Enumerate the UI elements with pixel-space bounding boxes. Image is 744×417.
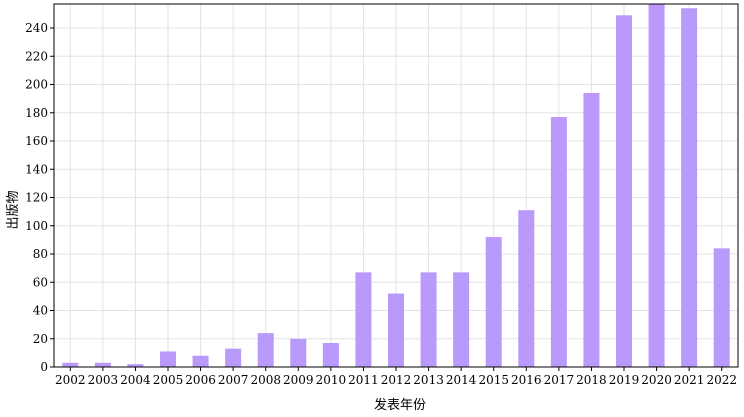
bar-2014: [453, 272, 470, 367]
bar-2012: [388, 293, 404, 367]
x-tick-label: 2003: [88, 373, 119, 387]
x-tick-label: 2010: [316, 373, 347, 387]
x-tick-label: 2006: [185, 373, 216, 387]
bar-2002: [62, 362, 79, 367]
bar-2021: [681, 8, 698, 367]
x-tick-label: 2019: [609, 373, 640, 387]
bar-2006: [192, 355, 209, 367]
bar-2007: [225, 348, 242, 367]
bar-2013: [420, 272, 437, 367]
bar-2019: [616, 15, 632, 367]
x-tick-label: 2011: [348, 373, 379, 387]
x-tick-label: 2004: [120, 373, 151, 387]
x-tick-label: 2013: [413, 373, 444, 387]
y-tick-label: 220: [25, 49, 48, 63]
bar-2022: [713, 248, 730, 367]
y-tick-label: 120: [25, 191, 48, 205]
x-tick-label: 2017: [544, 373, 575, 387]
bar-2020: [648, 4, 665, 367]
y-tick-label: 40: [33, 304, 48, 318]
y-tick-label: 60: [33, 275, 48, 289]
bar-2003: [94, 362, 111, 367]
x-tick-label: 2018: [576, 373, 607, 387]
x-tick-label: 2014: [446, 373, 477, 387]
y-tick-label: 100: [25, 219, 48, 233]
x-tick-label: 2016: [511, 373, 542, 387]
y-tick-label: 240: [25, 21, 48, 35]
y-tick-label: 160: [25, 134, 48, 148]
x-tick-label: 2002: [55, 373, 86, 387]
x-tick-label: 2022: [706, 373, 737, 387]
x-tick-label: 2020: [641, 373, 672, 387]
bar-2009: [290, 338, 307, 367]
x-tick-label: 2015: [478, 373, 509, 387]
y-tick-label: 80: [33, 247, 48, 261]
bar-2008: [257, 333, 274, 367]
bar-2018: [583, 92, 600, 367]
bar-2015: [485, 237, 502, 367]
bar-2011: [355, 272, 372, 367]
y-tick-label: 20: [33, 332, 48, 346]
x-tick-label: 2021: [674, 373, 705, 387]
bar-2010: [322, 342, 339, 367]
x-tick-label: 2008: [250, 373, 281, 387]
bar-2005: [160, 351, 176, 367]
y-axis-label: 出版物: [6, 190, 21, 229]
y-tick-label: 140: [25, 162, 48, 176]
x-tick-label: 2009: [283, 373, 314, 387]
x-tick-label: 2012: [381, 373, 412, 387]
y-tick-label: 200: [25, 78, 48, 92]
x-tick-label: 2005: [153, 373, 184, 387]
bars: [62, 4, 730, 367]
bar-2016: [518, 210, 535, 367]
y-tick-label: 180: [25, 106, 48, 120]
bar-2004: [127, 364, 144, 367]
x-tick-label: 2007: [218, 373, 249, 387]
y-tick-label: 0: [40, 360, 48, 374]
x-axis-label: 发表年份: [374, 397, 426, 413]
bar-2017: [550, 116, 567, 367]
